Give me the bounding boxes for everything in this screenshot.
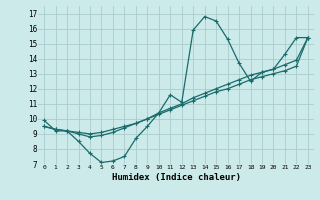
X-axis label: Humidex (Indice chaleur): Humidex (Indice chaleur) [111,173,241,182]
